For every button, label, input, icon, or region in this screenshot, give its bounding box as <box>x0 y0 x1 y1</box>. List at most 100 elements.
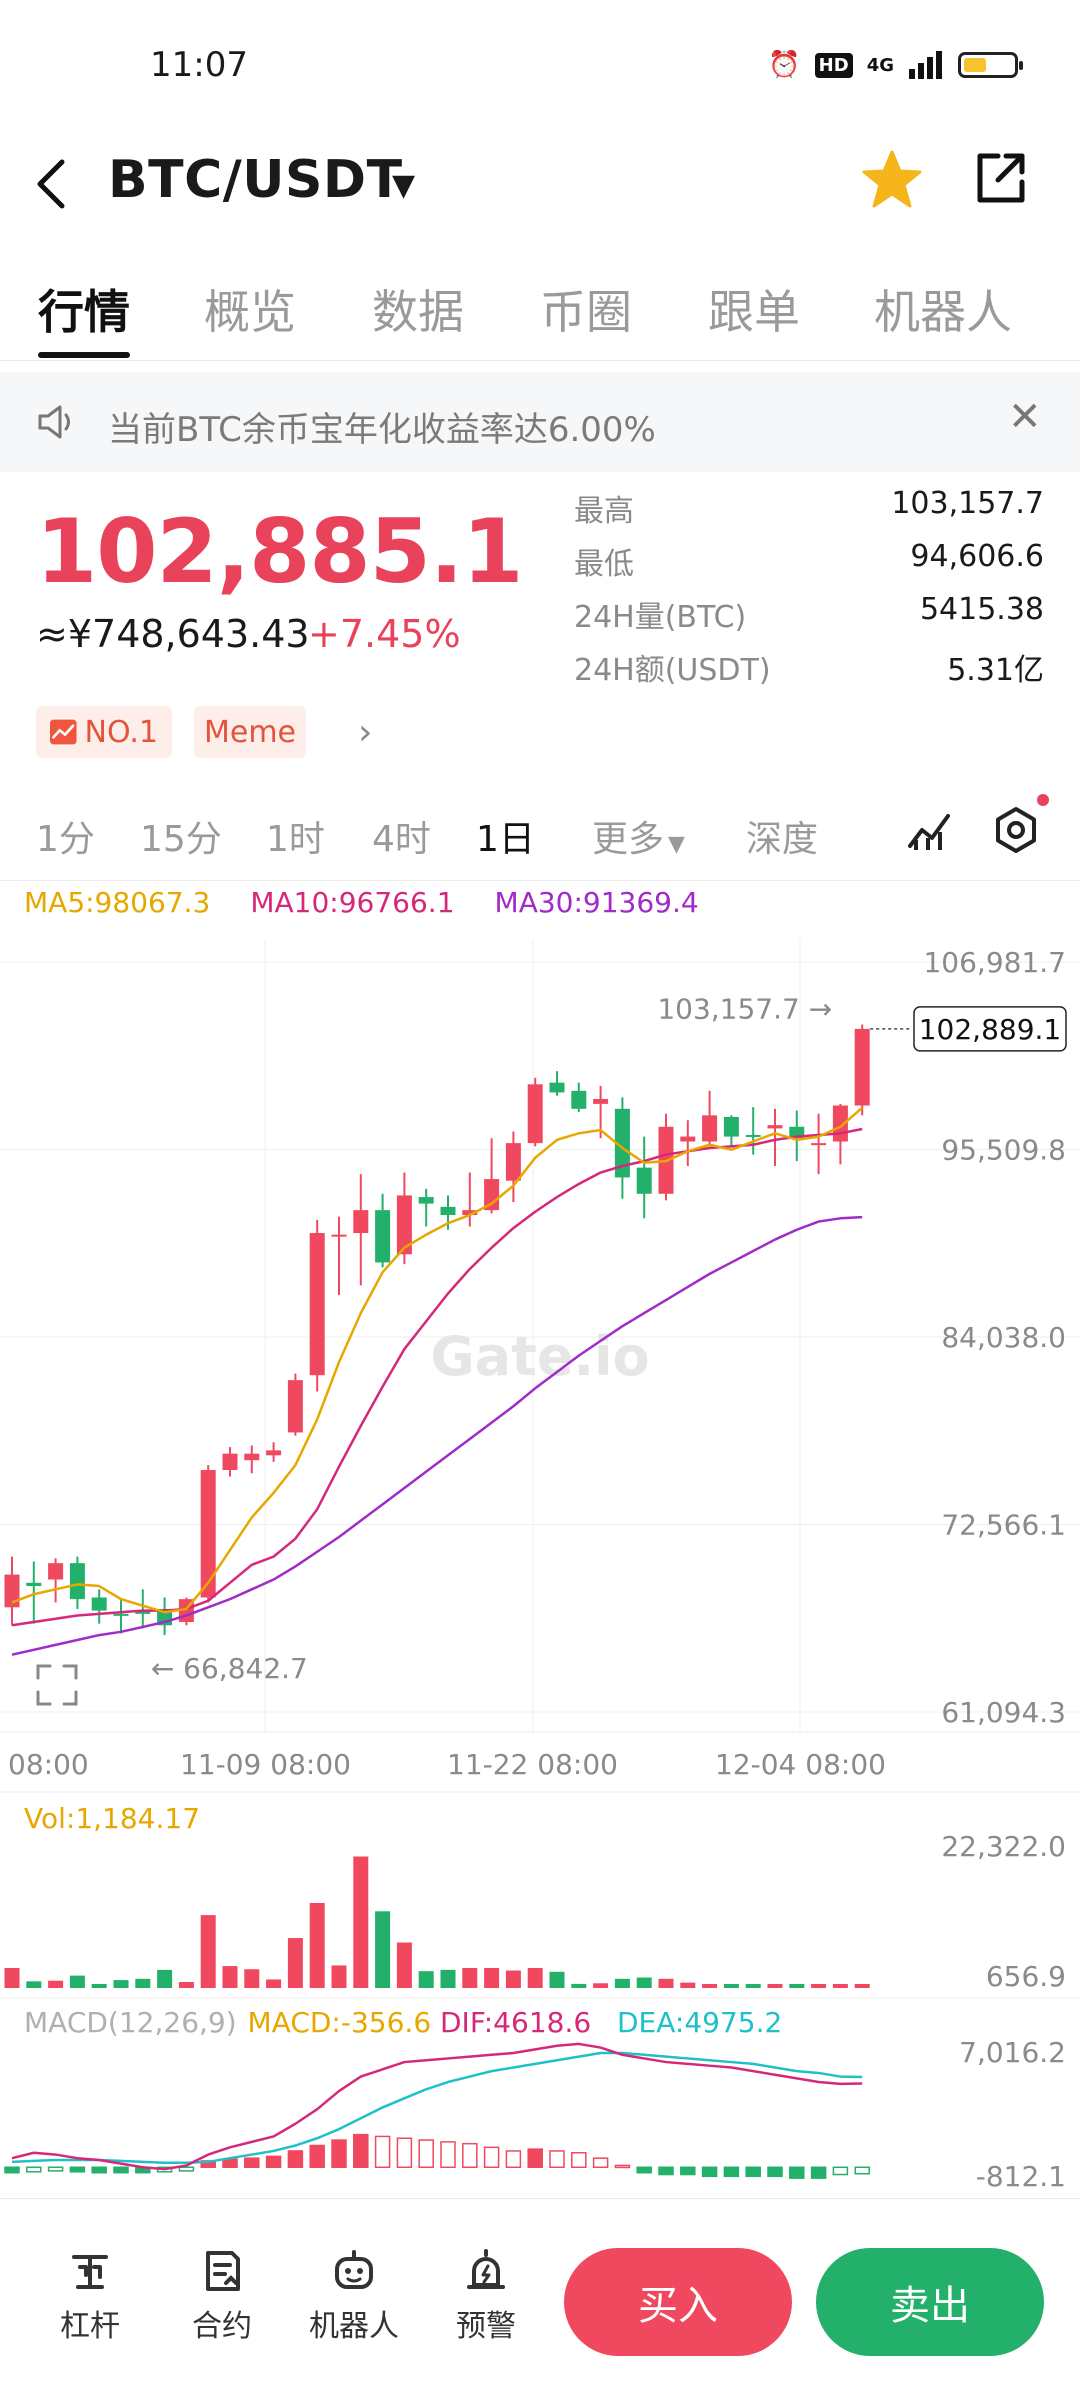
ma-legend: MA5:98067.3 MA10:96766.1 MA30:91369.4 <box>24 886 699 919</box>
buy-button[interactable]: 买入 <box>564 2248 792 2356</box>
star-icon[interactable] <box>860 148 924 212</box>
tab-bots[interactable]: 机器人 <box>874 285 1012 339</box>
candle <box>4 1574 20 1608</box>
category-tag[interactable]: Meme <box>194 706 306 758</box>
indicator-icon[interactable] <box>906 806 954 854</box>
volume-bar <box>549 1971 565 1988</box>
stat-high: 最高 103,157.7 <box>574 486 1044 538</box>
y-axis-label: 72,566.1 <box>941 1509 1066 1542</box>
macd-histogram-bar <box>353 2133 369 2169</box>
depth-button[interactable]: 深度 <box>746 819 819 860</box>
macd-histogram-bar <box>178 2166 195 2172</box>
volume-bar <box>113 1980 129 1988</box>
candle <box>811 1143 827 1146</box>
nav-label: 预警 <box>456 2309 516 2344</box>
battery-icon <box>958 52 1023 78</box>
stat-label: 24H额(USDT) <box>574 653 771 688</box>
kline-chart[interactable]: 106,981.7 95,509.8 84,038.0 72,566.1 61,094.… <box>0 920 1080 2198</box>
caret-down-icon[interactable]: ▼ <box>392 168 416 203</box>
x-axis-label: 11-22 08:00 <box>447 1748 618 1781</box>
macd-histogram-bar <box>309 2144 325 2169</box>
hd-icon: HD <box>814 52 853 78</box>
ma5-line <box>11 1106 864 1614</box>
divider <box>0 880 1080 881</box>
candle <box>549 1082 565 1093</box>
volume-bar <box>4 1967 20 1988</box>
macd-histogram-bar <box>483 2146 500 2169</box>
volume-label: Vol:1,184.17 <box>24 1802 200 1835</box>
share-icon[interactable] <box>972 148 1030 208</box>
close-icon[interactable]: ✕ <box>1008 394 1042 440</box>
candle <box>287 1380 303 1433</box>
interval-15m[interactable]: 15分 <box>140 819 222 860</box>
macd-histogram-bar <box>723 2166 740 2178</box>
candle <box>614 1108 630 1178</box>
macd-histogram-bar <box>571 2152 587 2169</box>
tab-copy-trading[interactable]: 跟单 <box>708 285 800 339</box>
macd-histogram-bar <box>396 2137 413 2169</box>
candle <box>135 1610 151 1614</box>
candle <box>702 1115 718 1142</box>
dea-line <box>11 2051 863 2164</box>
dea-label: DEA:4975.2 <box>617 2006 782 2039</box>
interval-4h[interactable]: 4时 <box>372 819 431 860</box>
trading-pair-title[interactable]: BTC/USDT <box>108 150 403 210</box>
stat-label: 24H量(BTC) <box>574 600 747 635</box>
tab-overview[interactable]: 概览 <box>204 285 296 339</box>
interval-1d[interactable]: 1日 <box>476 819 535 860</box>
interval-selector: 1分 15分 1时 4时 1日 更多 ▼ 深度 <box>0 800 1080 880</box>
volume-bar <box>593 1983 609 1988</box>
macd-histogram-bar <box>854 2166 870 2175</box>
ma30-line <box>11 1215 863 1656</box>
nav-robot[interactable]: 机器人 <box>304 2247 404 2345</box>
volume-bar <box>658 1978 674 1988</box>
volume-axis-label: 22,322.0 <box>941 1830 1066 1863</box>
tab-market[interactable]: 行情 <box>38 285 130 339</box>
last-price-tag <box>913 1006 1067 1052</box>
interval-more[interactable]: 更多 ▼ <box>592 810 685 862</box>
volume-bar <box>266 1979 282 1988</box>
settings-icon[interactable] <box>992 806 1040 854</box>
volume-bar <box>396 1942 412 1988</box>
candle <box>636 1167 652 1194</box>
last-price-tag-text: 102,889.1 <box>919 1013 1062 1046</box>
alert-icon <box>467 2249 505 2289</box>
alarm-icon: ⏰ <box>768 50 801 80</box>
main-tabs: 行情 概览 数据 币圈 跟单 机器人 <box>0 268 1080 361</box>
volume-bar <box>505 1970 521 1988</box>
back-arrow-icon[interactable] <box>32 154 72 214</box>
tab-data[interactable]: 数据 <box>372 285 464 339</box>
contract-icon <box>206 2251 240 2291</box>
stat-24h-volume: 24H量(BTC) 5415.38 <box>574 592 1044 644</box>
volume-bar <box>91 1984 107 1988</box>
volume-bar <box>832 1984 848 1988</box>
interval-1m[interactable]: 1分 <box>36 819 95 860</box>
interval-1h[interactable]: 1时 <box>266 819 325 860</box>
macd-histogram-bar <box>26 2166 42 2173</box>
candle <box>309 1233 325 1376</box>
dif-line <box>11 2042 863 2171</box>
stat-value: 5.31亿 <box>947 653 1044 688</box>
candle <box>244 1453 260 1461</box>
nav-leverage[interactable]: 杠杆 <box>40 2247 140 2345</box>
notice-banner[interactable]: 当前BTC余币宝年化收益率达6.00% ✕ <box>0 372 1080 472</box>
nav-contract[interactable]: 合约 <box>172 2247 272 2345</box>
stat-value: 94,606.6 <box>910 539 1044 574</box>
candle <box>767 1125 783 1129</box>
interval-more-label: 更多 <box>592 819 665 860</box>
macd-histogram-bar <box>810 2166 827 2179</box>
candle <box>593 1098 609 1104</box>
chevron-right-icon[interactable]: › <box>358 712 373 753</box>
volume-bar <box>571 1983 587 1988</box>
stat-value: 103,157.7 <box>891 486 1044 521</box>
rank-tag-label: NO.1 <box>84 714 158 750</box>
candle <box>527 1084 543 1144</box>
tab-community[interactable]: 币圈 <box>540 285 632 339</box>
candle <box>48 1563 64 1580</box>
volume-bar <box>178 1981 194 1988</box>
volume-bar <box>157 1969 173 1988</box>
nav-alert[interactable]: 预警 <box>436 2247 536 2345</box>
rank-tag[interactable]: NO.1 <box>36 706 172 758</box>
candle <box>113 1613 129 1616</box>
sell-button[interactable]: 卖出 <box>816 2248 1044 2356</box>
